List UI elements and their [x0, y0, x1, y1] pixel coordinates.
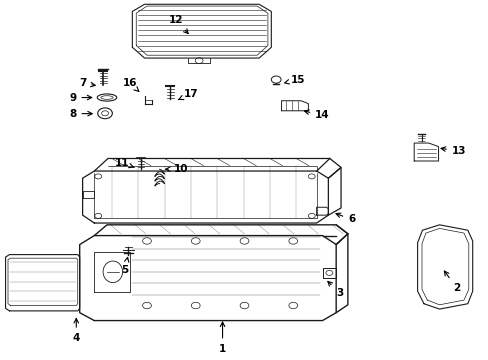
Text: 3: 3 [327, 282, 343, 298]
Text: 4: 4 [72, 319, 80, 343]
Text: 13: 13 [440, 146, 466, 156]
Text: 14: 14 [304, 110, 329, 121]
Text: 11: 11 [114, 158, 134, 168]
Text: 16: 16 [122, 78, 139, 91]
Text: 7: 7 [79, 78, 95, 88]
Text: 9: 9 [69, 93, 92, 103]
Text: 8: 8 [69, 109, 92, 119]
Text: 6: 6 [335, 213, 355, 224]
Text: 10: 10 [165, 164, 188, 174]
Text: 5: 5 [121, 257, 129, 275]
Text: 2: 2 [444, 271, 459, 293]
Text: 1: 1 [219, 322, 226, 354]
Text: 12: 12 [169, 15, 188, 33]
Text: 17: 17 [178, 89, 198, 100]
Text: 15: 15 [284, 75, 305, 85]
